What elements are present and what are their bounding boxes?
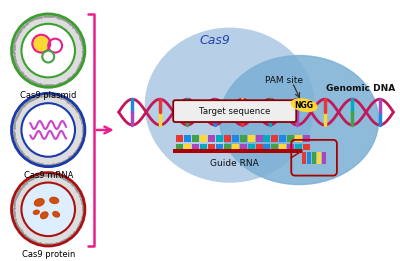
Circle shape xyxy=(12,173,85,246)
Text: Cas9: Cas9 xyxy=(200,34,230,47)
Circle shape xyxy=(48,39,62,52)
Bar xyxy=(272,135,278,142)
Text: Cas9 mRNA: Cas9 mRNA xyxy=(24,171,73,180)
FancyBboxPatch shape xyxy=(173,100,296,122)
Bar xyxy=(272,144,278,150)
Bar xyxy=(208,144,215,150)
Bar xyxy=(224,135,231,142)
Bar xyxy=(322,152,326,164)
Circle shape xyxy=(22,24,75,77)
Bar xyxy=(287,144,294,150)
Bar xyxy=(184,135,191,142)
Bar xyxy=(317,152,321,164)
Bar xyxy=(248,135,254,142)
Bar xyxy=(279,144,286,150)
Bar xyxy=(256,135,262,142)
Ellipse shape xyxy=(40,212,48,219)
Bar xyxy=(307,152,311,164)
Circle shape xyxy=(42,51,54,62)
Bar xyxy=(232,144,239,150)
Text: Genomic DNA: Genomic DNA xyxy=(326,84,396,93)
Bar xyxy=(264,144,270,150)
Bar xyxy=(295,135,302,142)
Bar xyxy=(256,144,262,150)
Ellipse shape xyxy=(53,212,60,217)
Bar xyxy=(200,135,207,142)
Text: Target sequence: Target sequence xyxy=(199,106,270,116)
Circle shape xyxy=(12,14,85,87)
Bar xyxy=(192,135,199,142)
Circle shape xyxy=(12,93,85,167)
Bar xyxy=(279,135,286,142)
Bar xyxy=(303,135,310,142)
Ellipse shape xyxy=(34,199,44,206)
Text: PAM site: PAM site xyxy=(265,76,303,85)
Text: Cas9 plasmid: Cas9 plasmid xyxy=(20,91,76,100)
Bar xyxy=(184,144,191,150)
Circle shape xyxy=(22,103,75,157)
Circle shape xyxy=(32,35,50,52)
Bar xyxy=(200,144,207,150)
Bar xyxy=(240,144,247,150)
Ellipse shape xyxy=(292,99,317,111)
Bar xyxy=(312,152,316,164)
Bar xyxy=(240,135,247,142)
Bar xyxy=(216,144,223,150)
Ellipse shape xyxy=(146,28,314,182)
Bar xyxy=(303,144,310,150)
Bar xyxy=(208,135,215,142)
Bar xyxy=(192,144,199,150)
Ellipse shape xyxy=(33,210,39,214)
Bar xyxy=(173,149,302,153)
Bar xyxy=(295,144,302,150)
Bar xyxy=(176,144,183,150)
Bar xyxy=(232,135,239,142)
Text: Cas9 protein: Cas9 protein xyxy=(22,250,75,259)
Bar xyxy=(302,152,306,164)
Ellipse shape xyxy=(220,56,378,185)
Bar xyxy=(287,135,294,142)
Bar xyxy=(216,135,223,142)
Bar xyxy=(264,135,270,142)
Circle shape xyxy=(22,182,75,236)
Text: Guide RNA: Guide RNA xyxy=(210,159,259,168)
Bar xyxy=(248,144,254,150)
Bar xyxy=(224,144,231,150)
Text: NGG: NGG xyxy=(295,101,314,110)
Ellipse shape xyxy=(50,197,58,203)
Bar xyxy=(176,135,183,142)
